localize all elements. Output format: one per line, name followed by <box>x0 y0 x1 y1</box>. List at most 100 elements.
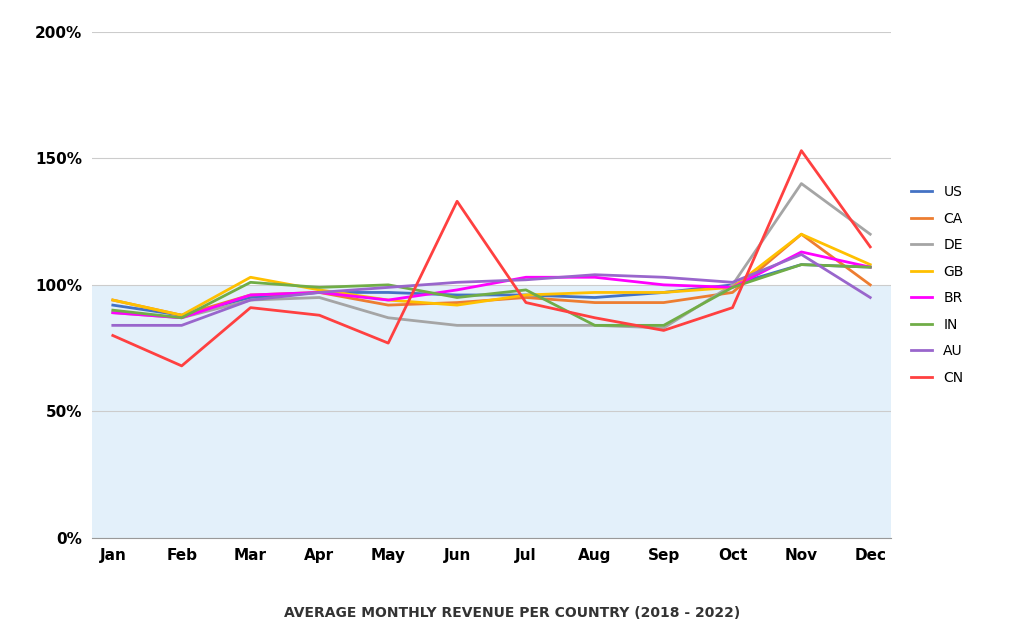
IN <box>451 294 463 301</box>
Bar <box>92 285 891 538</box>
GB <box>313 286 326 294</box>
DE <box>175 314 187 322</box>
Line: CN: CN <box>113 151 870 366</box>
IN <box>313 284 326 291</box>
AU <box>864 294 877 301</box>
CN <box>313 311 326 319</box>
IN <box>520 286 532 294</box>
CA <box>589 299 601 306</box>
Line: AU: AU <box>113 254 870 325</box>
CN <box>726 304 738 311</box>
CA <box>796 230 808 238</box>
AU <box>520 276 532 284</box>
AU <box>313 289 326 296</box>
BR <box>451 286 463 294</box>
Line: US: US <box>113 265 870 315</box>
AU <box>245 296 257 304</box>
Line: CA: CA <box>113 234 870 315</box>
IN <box>657 322 670 329</box>
CA <box>657 299 670 306</box>
BR <box>796 248 808 256</box>
GB <box>106 296 119 304</box>
CN <box>864 243 877 251</box>
CA <box>245 291 257 299</box>
Text: AVERAGE MONTHLY REVENUE PER COUNTRY (2018 - 2022): AVERAGE MONTHLY REVENUE PER COUNTRY (201… <box>284 606 740 620</box>
IN <box>106 306 119 314</box>
CN <box>451 197 463 205</box>
US <box>796 261 808 268</box>
DE <box>313 294 326 301</box>
IN <box>796 261 808 268</box>
BR <box>106 309 119 316</box>
CN <box>796 147 808 154</box>
CA <box>520 294 532 301</box>
CN <box>657 327 670 334</box>
DE <box>726 281 738 289</box>
CA <box>313 289 326 296</box>
CN <box>175 362 187 370</box>
US <box>382 289 394 296</box>
DE <box>796 180 808 187</box>
GB <box>382 296 394 304</box>
DE <box>657 324 670 332</box>
AU <box>589 271 601 279</box>
US <box>657 289 670 296</box>
AU <box>382 284 394 291</box>
BR <box>657 281 670 289</box>
US <box>451 291 463 299</box>
IN <box>864 263 877 271</box>
AU <box>175 322 187 329</box>
IN <box>245 279 257 286</box>
CA <box>175 311 187 319</box>
US <box>245 294 257 301</box>
DE <box>864 230 877 238</box>
US <box>726 281 738 289</box>
BR <box>520 273 532 281</box>
CN <box>245 304 257 311</box>
Line: IN: IN <box>113 265 870 325</box>
BR <box>382 296 394 304</box>
US <box>520 291 532 299</box>
AU <box>657 273 670 281</box>
IN <box>589 322 601 329</box>
US <box>313 289 326 296</box>
DE <box>382 314 394 322</box>
BR <box>313 289 326 296</box>
GB <box>589 289 601 296</box>
CA <box>382 301 394 309</box>
CA <box>451 299 463 306</box>
GB <box>175 311 187 319</box>
GB <box>726 284 738 291</box>
GB <box>451 301 463 309</box>
DE <box>245 296 257 304</box>
AU <box>726 279 738 286</box>
AU <box>106 322 119 329</box>
CA <box>106 296 119 304</box>
DE <box>589 322 601 329</box>
BR <box>864 263 877 271</box>
IN <box>382 281 394 289</box>
CN <box>589 314 601 322</box>
BR <box>245 291 257 299</box>
CN <box>382 339 394 347</box>
CN <box>520 299 532 306</box>
US <box>864 263 877 271</box>
DE <box>451 322 463 329</box>
GB <box>520 291 532 299</box>
AU <box>451 279 463 286</box>
IN <box>175 314 187 322</box>
CN <box>106 332 119 339</box>
CA <box>726 289 738 296</box>
BR <box>726 284 738 291</box>
Line: DE: DE <box>113 184 870 328</box>
IN <box>726 284 738 291</box>
AU <box>796 251 808 258</box>
GB <box>796 230 808 238</box>
BR <box>589 273 601 281</box>
BR <box>175 314 187 322</box>
US <box>589 294 601 301</box>
US <box>175 311 187 319</box>
Line: GB: GB <box>113 234 870 315</box>
DE <box>106 309 119 316</box>
Line: BR: BR <box>113 252 870 318</box>
